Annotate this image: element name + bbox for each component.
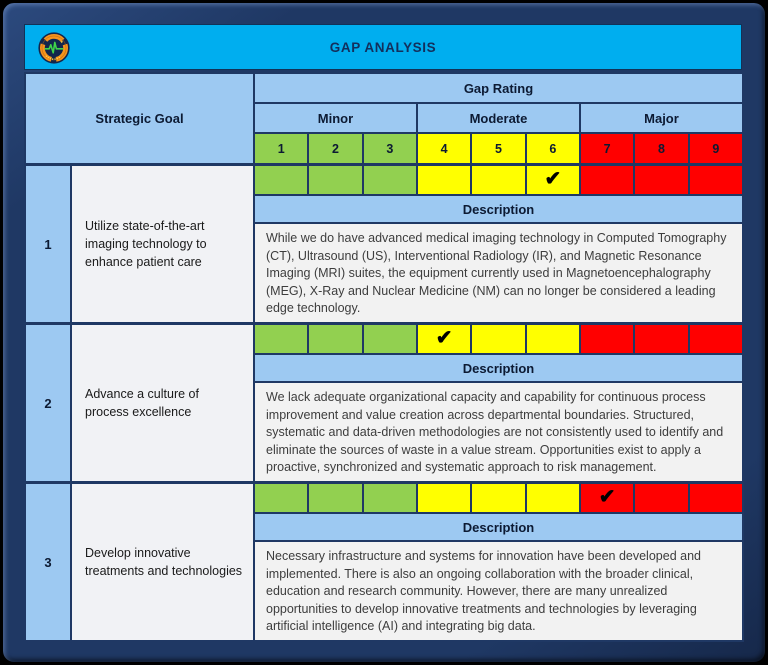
rating-cell-7 [580, 166, 634, 194]
scale-5: 5 [472, 134, 525, 163]
rating-cell-9 [689, 325, 742, 353]
scale-7: 7 [580, 134, 634, 163]
rating-cell-2 [309, 166, 362, 194]
checkmark-icon: ✔ [598, 486, 616, 508]
rating-cell-5 [472, 484, 525, 512]
description-text: While we do have advanced medical imagin… [255, 224, 742, 322]
goal-number: 2 [26, 325, 70, 481]
gap-analysis-table: Strategic Goal Gap Rating Minor Moderate… [24, 72, 744, 642]
rating-cell-3 [363, 325, 416, 353]
goal-row: 1 Utilize state-of-the-art imaging techn… [26, 166, 742, 322]
rating-cell-6 [526, 325, 579, 353]
table-header: Strategic Goal Gap Rating Minor Moderate… [26, 74, 742, 163]
rating-cell-1 [255, 325, 308, 353]
goal-text: Advance a culture of process excellence [72, 325, 253, 481]
severity-major-header: Major [580, 104, 742, 132]
description-header: Description [255, 355, 742, 381]
scale-1: 1 [255, 134, 308, 163]
description-header: Description [255, 514, 742, 540]
rating-cell-3 [363, 484, 416, 512]
severity-moderate-header: Moderate [417, 104, 579, 132]
goal-row: 3 Develop innovative treatments and tech… [26, 484, 742, 640]
checkmark-icon: ✔ [544, 168, 562, 190]
severity-minor-header: Minor [255, 104, 416, 132]
medical-pulse-logo-icon [38, 32, 70, 64]
description-text: Necessary infrastructure and systems for… [255, 542, 742, 640]
goal-number: 1 [26, 166, 70, 322]
rating-cell-7: ✔ [580, 484, 634, 512]
gap-rating-header: Gap Rating [255, 74, 742, 102]
rating-cell-9 [689, 166, 742, 194]
rating-cell-1 [255, 166, 308, 194]
goal-number: 3 [26, 484, 70, 640]
rating-cell-3 [363, 166, 416, 194]
rating-cell-9 [689, 484, 742, 512]
rating-cell-4: ✔ [417, 325, 471, 353]
goal-text: Develop innovative treatments and techno… [72, 484, 253, 640]
scale-4: 4 [417, 134, 471, 163]
goal-text: Utilize state-of-the-art imaging technol… [72, 166, 253, 322]
rating-cell-4 [417, 484, 471, 512]
rating-cell-7 [580, 325, 634, 353]
rating-cell-6: ✔ [526, 166, 579, 194]
rating-cell-4 [417, 166, 471, 194]
checkmark-icon: ✔ [435, 327, 453, 349]
scale-6: 6 [526, 134, 579, 163]
rating-cell-1 [255, 484, 308, 512]
description-text: We lack adequate organizational capacity… [255, 383, 742, 481]
strategic-goal-header: Strategic Goal [26, 74, 253, 163]
scale-9: 9 [689, 134, 742, 163]
rating-cell-2 [309, 325, 362, 353]
rating-cell-2 [309, 484, 362, 512]
scale-2: 2 [309, 134, 362, 163]
rating-cell-6 [526, 484, 579, 512]
rating-cell-8 [635, 325, 688, 353]
goal-row: 2 Advance a culture of process excellenc… [26, 325, 742, 481]
scale-8: 8 [635, 134, 688, 163]
scale-3: 3 [363, 134, 416, 163]
rating-cell-5 [472, 325, 525, 353]
description-header: Description [255, 196, 742, 222]
page-title: GAP ANALYSIS [329, 39, 437, 55]
title-bar: GAP ANALYSIS [24, 24, 742, 70]
rating-cell-8 [635, 166, 688, 194]
rating-cell-5 [472, 166, 525, 194]
rating-cell-8 [635, 484, 688, 512]
